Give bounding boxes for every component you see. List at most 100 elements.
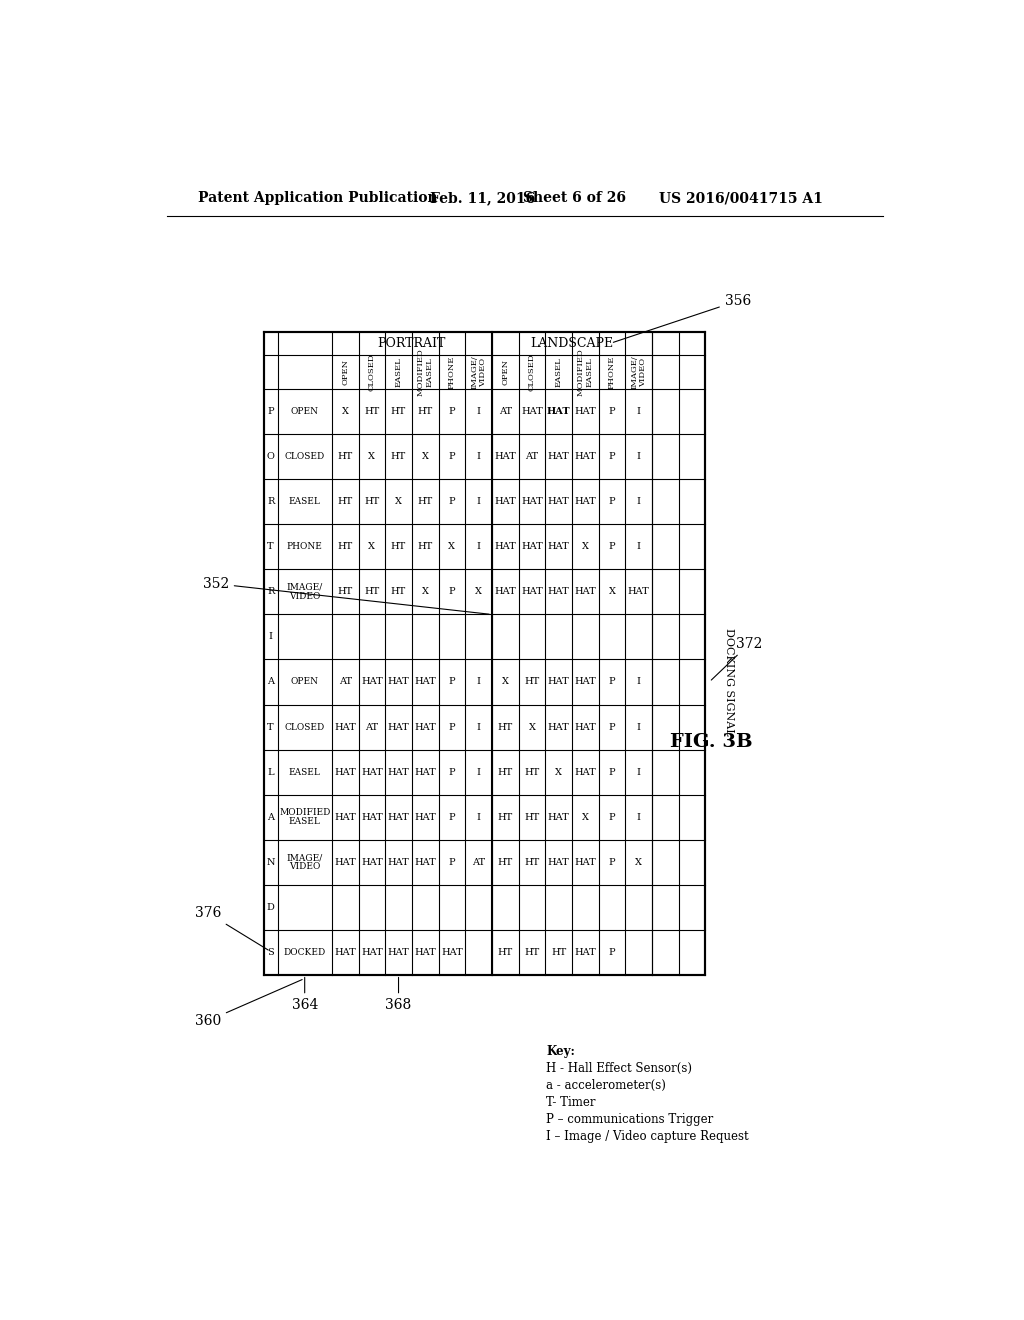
Text: HAT: HAT xyxy=(548,587,569,597)
Text: EASEL: EASEL xyxy=(289,767,321,776)
Text: HAT: HAT xyxy=(495,498,516,507)
Text: HAT: HAT xyxy=(415,722,436,731)
Text: HAT: HAT xyxy=(415,858,436,866)
Text: HT: HT xyxy=(365,587,380,597)
Text: P: P xyxy=(608,858,615,866)
Text: X: X xyxy=(395,498,402,507)
Text: HT: HT xyxy=(498,813,513,821)
Text: HAT: HAT xyxy=(388,722,410,731)
Text: PHONE: PHONE xyxy=(608,355,616,389)
Text: P: P xyxy=(608,767,615,776)
Text: Sheet 6 of 26: Sheet 6 of 26 xyxy=(523,191,627,206)
Text: HT: HT xyxy=(338,498,353,507)
Text: I: I xyxy=(637,498,641,507)
Text: HAT: HAT xyxy=(334,858,356,866)
Text: HAT: HAT xyxy=(361,767,383,776)
Text: HAT: HAT xyxy=(548,722,569,731)
Text: I: I xyxy=(476,767,480,776)
Text: IMAGE/
VIDEO: IMAGE/ VIDEO xyxy=(470,355,486,389)
Text: CLOSED: CLOSED xyxy=(285,453,325,462)
Text: AT: AT xyxy=(472,858,485,866)
Text: AT: AT xyxy=(339,677,351,686)
Text: CLOSED: CLOSED xyxy=(285,722,325,731)
Text: HAT: HAT xyxy=(548,498,569,507)
Text: FIG. 3B: FIG. 3B xyxy=(671,734,753,751)
Text: HT: HT xyxy=(365,408,380,416)
Text: P: P xyxy=(449,587,456,597)
Text: R: R xyxy=(267,498,274,507)
Text: HAT: HAT xyxy=(415,767,436,776)
Text: HAT: HAT xyxy=(334,722,356,731)
Text: R: R xyxy=(267,587,274,597)
Text: HAT: HAT xyxy=(521,543,543,552)
Text: P: P xyxy=(608,722,615,731)
Text: HAT: HAT xyxy=(388,948,410,957)
Text: HAT: HAT xyxy=(441,948,463,957)
Text: S: S xyxy=(267,948,274,957)
Text: T: T xyxy=(267,722,273,731)
Text: I: I xyxy=(637,408,641,416)
Text: HAT: HAT xyxy=(574,858,596,866)
Text: HT: HT xyxy=(524,677,540,686)
Text: I: I xyxy=(637,767,641,776)
Text: OPEN: OPEN xyxy=(341,359,349,385)
Text: P: P xyxy=(608,677,615,686)
Text: HT: HT xyxy=(524,948,540,957)
Text: HAT: HAT xyxy=(574,587,596,597)
Text: IMAGE/
VIDEO: IMAGE/ VIDEO xyxy=(287,583,323,601)
Text: HAT: HAT xyxy=(547,408,570,416)
Text: 364: 364 xyxy=(292,977,317,1012)
Text: P: P xyxy=(267,408,273,416)
Text: P: P xyxy=(608,453,615,462)
Text: HT: HT xyxy=(551,948,566,957)
Text: HT: HT xyxy=(391,453,407,462)
Text: L: L xyxy=(267,767,273,776)
Text: AT: AT xyxy=(525,453,539,462)
Text: I: I xyxy=(476,813,480,821)
Text: HAT: HAT xyxy=(574,498,596,507)
Text: X: X xyxy=(528,722,536,731)
Bar xyxy=(263,331,706,974)
Text: I: I xyxy=(476,543,480,552)
Text: X: X xyxy=(635,858,642,866)
Text: X: X xyxy=(582,813,589,821)
Text: H - Hall Effect Sensor(s): H - Hall Effect Sensor(s) xyxy=(547,1063,692,1074)
Text: HAT: HAT xyxy=(521,498,543,507)
Text: HAT: HAT xyxy=(495,453,516,462)
Text: HAT: HAT xyxy=(415,813,436,821)
Text: Key:: Key: xyxy=(547,1045,575,1059)
Text: IMAGE/
VIDEO: IMAGE/ VIDEO xyxy=(287,853,323,871)
Text: HT: HT xyxy=(524,858,540,866)
Text: X: X xyxy=(422,453,429,462)
Text: OPEN: OPEN xyxy=(291,677,318,686)
Text: P: P xyxy=(449,767,456,776)
Text: I: I xyxy=(476,722,480,731)
Text: HT: HT xyxy=(418,408,433,416)
Text: AT: AT xyxy=(366,722,379,731)
Text: HAT: HAT xyxy=(334,948,356,957)
Text: I: I xyxy=(637,543,641,552)
Text: Patent Application Publication: Patent Application Publication xyxy=(198,191,437,206)
Text: HAT: HAT xyxy=(495,587,516,597)
Text: HAT: HAT xyxy=(521,587,543,597)
Text: I: I xyxy=(476,498,480,507)
Text: HAT: HAT xyxy=(361,813,383,821)
Text: X: X xyxy=(475,587,482,597)
Text: X: X xyxy=(502,677,509,686)
Text: HAT: HAT xyxy=(628,587,649,597)
Text: DOCKING SIGNAL: DOCKING SIGNAL xyxy=(724,628,733,735)
Text: HT: HT xyxy=(524,767,540,776)
Text: CLOSED: CLOSED xyxy=(528,354,536,391)
Text: HAT: HAT xyxy=(334,767,356,776)
Text: HAT: HAT xyxy=(415,677,436,686)
Text: HT: HT xyxy=(498,858,513,866)
Text: HT: HT xyxy=(498,948,513,957)
Text: IMAGE/
VIDEO: IMAGE/ VIDEO xyxy=(631,355,647,389)
Text: HT: HT xyxy=(498,722,513,731)
Text: HAT: HAT xyxy=(548,677,569,686)
Text: P: P xyxy=(608,543,615,552)
Text: HAT: HAT xyxy=(388,767,410,776)
Text: HT: HT xyxy=(391,587,407,597)
Text: 356: 356 xyxy=(613,294,751,342)
Text: P: P xyxy=(449,677,456,686)
